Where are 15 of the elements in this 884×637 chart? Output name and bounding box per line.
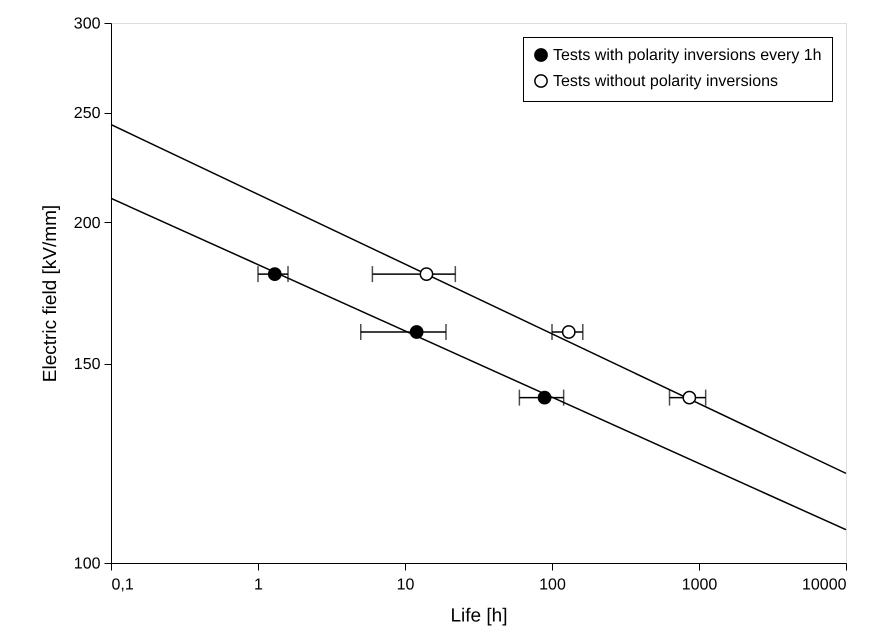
y-tick-label: 250 [74,105,101,122]
y-tick-label: 100 [74,556,101,572]
x-tick-label: 100 [539,576,566,594]
y-tick-label: 150 [74,356,101,374]
x-tick-label: 0,1 [112,576,134,594]
legend-label: Tests without polarity inversions [553,73,778,90]
y-tick-label: 200 [74,214,101,232]
legend-label: Tests with polarity inversions every 1h [553,47,822,64]
x-tick-label: 10 [396,576,414,594]
x-tick-label: 1 [254,576,264,594]
x-tick-label: 10000 [802,576,847,594]
x-tick-label: 1000 [682,576,718,594]
y-axis-title: Electric field [kV/mm] [40,204,61,382]
x-axis-title: Life [h] [450,606,508,626]
y-tick-label: 300 [74,16,101,32]
